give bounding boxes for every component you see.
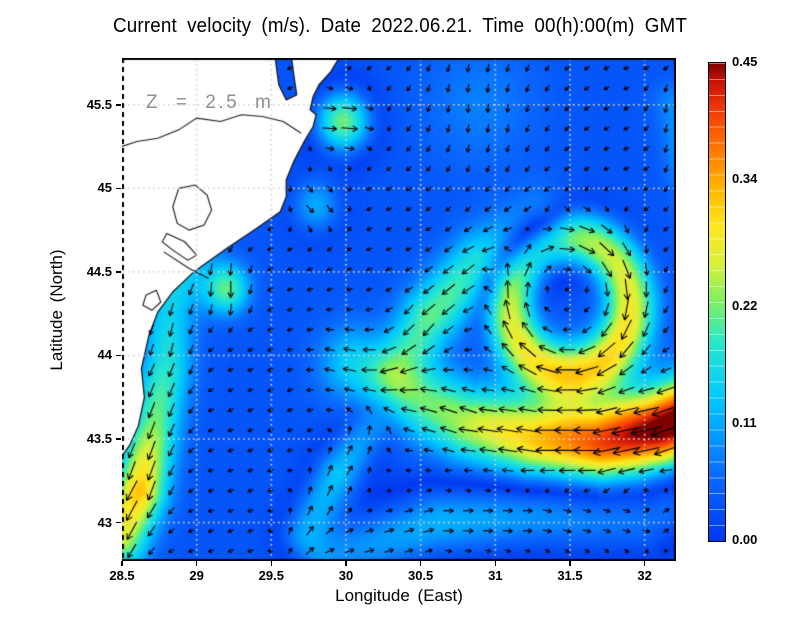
x-axis-tick xyxy=(195,561,198,566)
y-tick-label: 43.5 xyxy=(86,431,112,446)
colorbar xyxy=(708,62,726,542)
x-axis-tick xyxy=(569,561,571,566)
x-axis-tick xyxy=(121,561,123,566)
y-axis-tick xyxy=(115,187,121,190)
y-tick-label: 43 xyxy=(97,514,112,530)
velocity-field-map-canvas xyxy=(122,58,676,561)
x-tick-label: 31.5 xyxy=(557,568,583,583)
y-axis-tick xyxy=(115,521,121,524)
colorbar-tick-label: 0.11 xyxy=(732,415,757,431)
x-tick-label: 30.5 xyxy=(407,568,434,583)
depth-annotation: Z = 2.5 m xyxy=(146,92,274,113)
colorbar-labels: 0.45 0.34 0.22 0.11 0.00 xyxy=(732,54,778,547)
x-tick-label: 31 xyxy=(488,568,503,583)
y-axis-tick xyxy=(115,271,121,273)
x-tick-label: 32 xyxy=(637,568,652,583)
plot-title: Current velocity (m/s). Date 2022.06.21.… xyxy=(112,15,688,37)
colorbar-tick-label: 0.00 xyxy=(732,532,758,547)
x-axis-title: Longitude (East) xyxy=(335,586,463,605)
x-axis-tick xyxy=(494,561,497,566)
y-tick-label: 45 xyxy=(97,180,112,196)
x-tick-label: 28.5 xyxy=(109,568,135,583)
x-tick-label: 30 xyxy=(338,568,354,583)
colorbar-tick-label: 0.22 xyxy=(732,298,758,314)
y-axis-title: Latitude (North) xyxy=(47,249,66,371)
colorbar-tick-label: 0.45 xyxy=(732,54,758,69)
x-tick-label: 29.5 xyxy=(258,568,284,583)
x-axis-tick xyxy=(270,561,273,566)
y-tick-label: 45.5 xyxy=(86,96,112,112)
y-axis-tick xyxy=(115,354,121,357)
x-axis-tick xyxy=(419,561,422,566)
colorbar-tick-label: 0.34 xyxy=(732,170,758,186)
y-tick-label: 44.5 xyxy=(86,263,112,279)
y-tick-label: 44 xyxy=(97,347,112,363)
x-tick-label: 29 xyxy=(189,568,204,583)
x-axis-tick xyxy=(345,561,347,566)
y-axis-tick xyxy=(115,438,121,440)
x-axis-tick xyxy=(643,561,646,566)
y-axis-tick xyxy=(115,104,121,106)
